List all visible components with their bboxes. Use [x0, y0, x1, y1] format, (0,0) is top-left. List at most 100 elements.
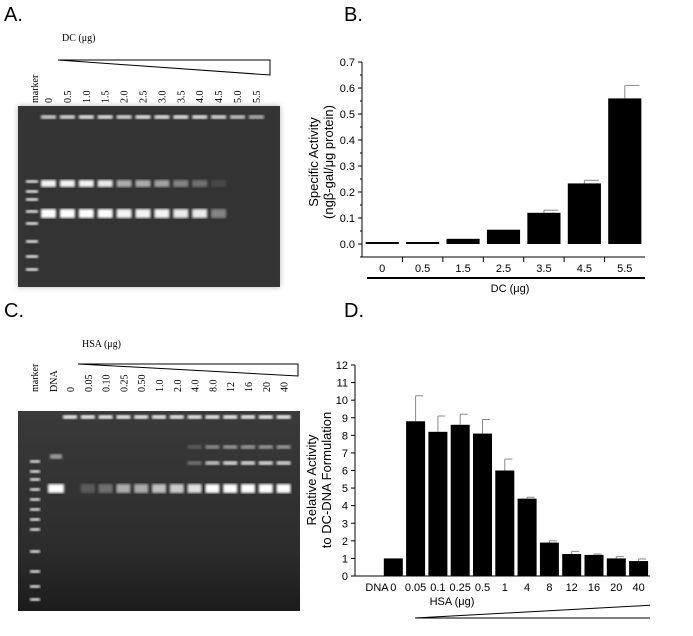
chart-d-bar — [450, 424, 470, 576]
gel-a-lane-label: 3.5 — [176, 91, 187, 104]
gel-a-band-top — [211, 115, 227, 119]
gel-a-band-low — [192, 209, 208, 218]
chart-d-bar — [473, 433, 492, 576]
panel-label-c: C. — [4, 300, 24, 322]
chart-d-x-tick-label: 40 — [632, 582, 644, 594]
chart-b-bar — [527, 212, 561, 244]
chart-d-ylabel-line2: to DC-DNA Formulation — [319, 412, 334, 549]
gel-c-marker-band — [30, 550, 40, 553]
gel-c-band-mid — [187, 461, 202, 465]
chart-d-bar — [562, 554, 582, 576]
chart-d-bar — [428, 431, 448, 576]
gel-c-dna-band-upper — [50, 454, 62, 459]
chart-d-bar — [495, 470, 515, 576]
chart-d-bars — [383, 395, 649, 576]
chart-b-bar — [446, 238, 480, 244]
chart-d-bar — [606, 558, 626, 576]
gel-c-band-well — [169, 415, 184, 419]
chart-b-bar — [486, 229, 521, 244]
gel-c-marker-band — [30, 478, 40, 481]
chart-d-x-tick-label: 0.5 — [475, 582, 490, 594]
gel-a-band-top — [97, 115, 113, 119]
chart-d-x-tick-label: 4 — [524, 582, 530, 594]
chart-b-x-tick-label: 4.5 — [577, 263, 592, 275]
panel-label-a: A. — [4, 4, 23, 26]
chart-d-y-tick-label: 7 — [342, 448, 348, 460]
gel-c-band-well — [223, 415, 238, 419]
gel-c-band-upper — [223, 445, 238, 449]
gel-c-band-mid — [258, 461, 273, 465]
chart-b-bar — [567, 183, 601, 244]
gel-c-band-low — [187, 484, 202, 493]
gel-a-marker-band — [26, 255, 38, 258]
gel-a-marker-band — [26, 240, 38, 243]
chart-b-y-axis: 0.0 0.1 0.2 0.3 0.4 0.5 0.6 0.7 — [340, 57, 363, 258]
gel-c-lane-label: 12 — [226, 382, 237, 392]
gel-a-band-mid — [116, 180, 132, 187]
gel-a-marker-band — [26, 210, 38, 213]
gel-c-band-low — [116, 484, 131, 493]
chart-b-y-tick-label: 0.0 — [340, 239, 355, 251]
gel-c-lane-label: 40 — [280, 382, 291, 392]
gel-a-band-low — [97, 209, 113, 218]
gel-c-gradient-wedge — [77, 363, 299, 377]
chart-d-x-axis: DNA 0 0.05 0.1 0.25 0.5 1 4 8 12 16 20 40 — [355, 575, 650, 594]
gel-c-marker-band — [30, 470, 40, 473]
chart-d-y-tick-label: 8 — [342, 430, 348, 442]
chart-b-bar — [608, 98, 642, 245]
gel-c-marker-band — [30, 498, 40, 501]
chart-d-x-tick-label: 12 — [566, 582, 578, 594]
gel-a-band-low — [116, 209, 132, 218]
chart-d-x-tick-label: DNA — [365, 582, 389, 594]
chart-b: 0.0 0.1 0.2 0.3 0.4 0.5 0.6 0.7 0 0.5 1.5 2.5 3.5 4.… — [306, 57, 645, 295]
chart-d-y-tick-label: 10 — [336, 395, 348, 407]
chart-d-x-tick-label: 20 — [610, 582, 622, 594]
gel-c-lane-label: 1.0 — [155, 380, 166, 393]
chart-b-bar — [406, 242, 440, 244]
gel-c-band-low — [134, 484, 149, 493]
gel-a-title: DC (μg) — [62, 33, 95, 44]
gel-a-band-low — [173, 209, 189, 218]
gel-c-band-well — [241, 415, 255, 419]
gel-c-band-well — [152, 415, 166, 419]
gel-a: DC (μg) marker 0 0.5 1.0 1.5 2.0 2.5 3.0 3.5 4.0… — [18, 33, 280, 287]
gel-a-lane-label: 1.5 — [101, 91, 112, 104]
chart-d-y-tick-label: 3 — [342, 518, 348, 530]
gel-c-band-upper — [205, 445, 220, 449]
gel-a-lane-label: 1.0 — [82, 91, 93, 104]
gel-a-band-mid — [154, 180, 170, 187]
chart-d-bar — [629, 561, 649, 576]
gel-a-band-low — [78, 209, 94, 218]
gel-a-band-top — [78, 115, 94, 119]
gel-c-band-low — [98, 484, 113, 493]
gel-c-lane-label: 0.50 — [137, 375, 148, 393]
gel-c-band-well — [116, 415, 131, 419]
gel-c-marker-band — [30, 570, 40, 573]
chart-d-ylabel-line1: Relative Activity — [304, 434, 319, 526]
gel-a-marker-band — [26, 180, 38, 183]
gel-c-marker-label: marker — [30, 363, 41, 392]
gel-c-band-mid — [205, 461, 220, 465]
chart-b-y-tick-label: 0.1 — [340, 213, 355, 225]
gel-c-band-well — [63, 415, 77, 419]
gel-c-band-well — [187, 415, 202, 419]
chart-d-y-tick-label: 9 — [342, 413, 348, 425]
gel-c-band-well — [98, 415, 113, 419]
gel-c-band-low — [276, 484, 291, 493]
chart-b-y-tick-label: 0.4 — [340, 135, 355, 147]
gel-a-lane-label: 2.0 — [120, 91, 131, 104]
chart-b-x-axis: 0 0.5 1.5 2.5 3.5 4.5 5.5 — [362, 256, 645, 275]
chart-b-x-tick-label: 0.5 — [415, 263, 430, 275]
gel-c-band-low — [80, 484, 95, 493]
gel-a-lane-label: 5.5 — [252, 91, 263, 104]
chart-b-ylabel-line1: Specific Activity — [306, 117, 321, 207]
chart-d-y-tick-label: 12 — [336, 360, 348, 372]
gel-a-band-top — [41, 115, 56, 119]
chart-d-y-tick-label: 4 — [342, 501, 348, 513]
gel-c-lane-label: 0 — [66, 387, 77, 392]
chart-d-x-tick-label: 1 — [502, 582, 508, 594]
gel-a-band-low — [211, 209, 227, 218]
gel-c-band-low — [169, 484, 184, 493]
